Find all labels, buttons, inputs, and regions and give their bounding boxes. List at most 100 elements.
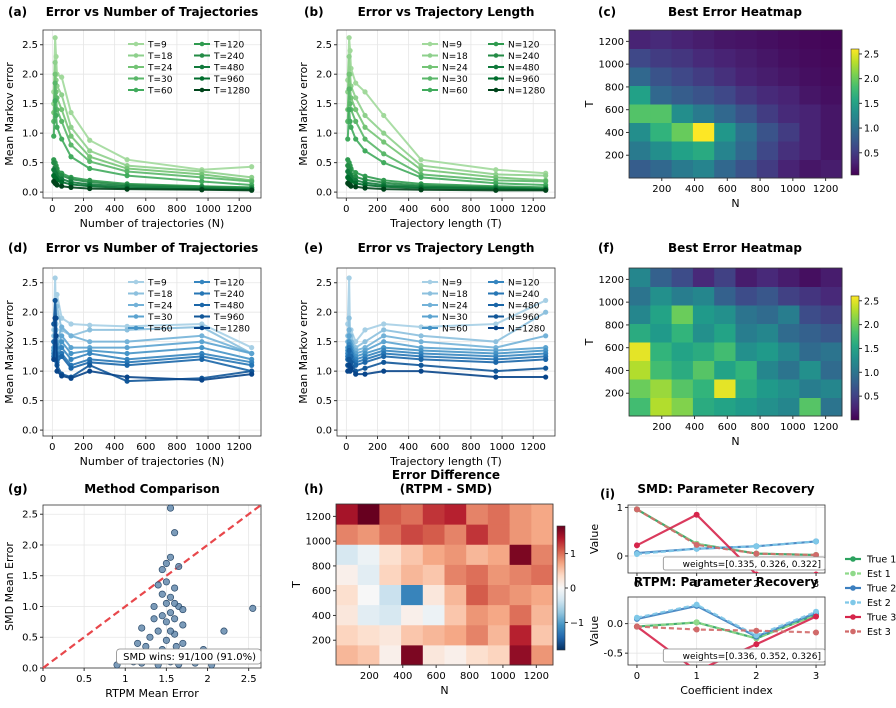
chart-c-cell (778, 67, 800, 86)
chart-c-cell (756, 85, 779, 105)
chart-c-cell (650, 159, 673, 179)
chart-a-legend-marker (199, 41, 205, 47)
chart-e-legend-marker (427, 325, 433, 331)
chart-d-panel-label: (d) (8, 241, 28, 255)
chart-d-legend-marker (199, 291, 205, 296)
chart-f-cell (671, 397, 694, 417)
chart-c-cell (735, 67, 758, 86)
chart-c-cell (756, 159, 779, 179)
chart-e-panel-label: (e) (304, 241, 323, 255)
chart-i2-xtick-label: 3 (813, 671, 819, 682)
chart-e-ytick-label: 1.5 (316, 337, 332, 348)
chart-i2-point (813, 608, 820, 615)
chart-d-series-line-8 (52, 300, 252, 383)
chart-h-cell (466, 524, 489, 545)
chart-c-cell (714, 30, 736, 49)
chart-d-point (52, 297, 58, 304)
chart-b-legend-label: N=240 (508, 52, 540, 62)
chart-h-cell (531, 564, 554, 585)
chart-e-point (381, 359, 387, 365)
chart-h-cell (336, 564, 359, 585)
chart-h-cell (336, 504, 359, 525)
chart-h-cell (509, 584, 532, 606)
chart-c-cell (799, 122, 822, 142)
chart-h-cell (531, 524, 554, 545)
chart-d-point (124, 339, 130, 345)
chart-e-legend-marker (493, 314, 499, 319)
chart-e-point (418, 368, 424, 374)
chart-b-xtick-label: 800 (461, 204, 480, 215)
chart-i2-series-line-3 (636, 603, 817, 637)
chart-e-ytick-label: 1.0 (316, 367, 332, 378)
chart-a-series-line-0 (52, 37, 252, 171)
chart-f-ytick-label: 200 (605, 389, 624, 400)
chart-c-cell (820, 48, 843, 68)
chart-g-xtick-label: 2 (204, 674, 210, 685)
chart-a-point (68, 109, 74, 116)
chart-g-point (179, 621, 187, 629)
chart-h-cell (444, 524, 467, 545)
chart-c-ytick-label: 1200 (599, 37, 624, 48)
chart-d-legend-marker (199, 325, 205, 331)
chart-b-point (493, 187, 499, 193)
chart-c-cell (820, 104, 843, 123)
shared-legend-marker (850, 570, 856, 577)
chart-a-point (52, 80, 58, 86)
chart-f-colorbar-label: 1.0 (864, 368, 879, 379)
chart-h-cell (531, 604, 554, 626)
chart-f-cell (692, 397, 715, 417)
chart-e-point (381, 333, 387, 339)
chart-d-point (87, 327, 93, 333)
chart-h-cell (357, 624, 380, 646)
chart-i2-point (753, 632, 760, 639)
chart-e-point (493, 359, 499, 365)
chart-g-ytick-label: 0.0 (22, 664, 38, 675)
chart-c-cell (756, 67, 779, 86)
chart-f-cell (692, 268, 715, 287)
chart-d-point (52, 315, 58, 321)
chart-c-cell (629, 141, 651, 160)
chart-h-cell (357, 564, 380, 585)
chart-i2-ytick-label: 0.0 (607, 619, 623, 630)
chart-a-ytick-label: 1.5 (22, 99, 38, 110)
chart-d-legend-label: T=30 (147, 313, 173, 323)
chart-f-cell (650, 268, 673, 287)
chart-f-cell (735, 360, 758, 380)
chart-b-xtick-label: 1200 (520, 204, 545, 215)
chart-f-cell (671, 268, 694, 287)
chart-b-legend-label: N=9 (442, 41, 462, 51)
chart-d-point (68, 356, 74, 362)
chart-d-point (68, 375, 74, 381)
chart-h-cell (422, 624, 445, 646)
chart-f-cell (799, 305, 822, 324)
chart-c-cell (756, 141, 779, 160)
chart-g-point (171, 599, 179, 607)
chart-d-point (68, 365, 74, 371)
chart-d-point (59, 373, 65, 379)
chart-h-cell (422, 524, 445, 545)
chart-a-point (68, 133, 74, 139)
chart-d-point (124, 350, 130, 357)
chart-d-point (199, 344, 205, 351)
chart-e-series-line-0 (346, 277, 547, 344)
chart-d-xlabel: Number of trajectories (N) (80, 455, 225, 468)
panel-i1: 0 1 2 3 0 1 weights=[0.335, 0.326, 0.322] SMD: … (588, 482, 826, 590)
chart-g-point (158, 566, 166, 574)
chart-f-cell (820, 342, 843, 361)
chart-e-point (493, 374, 499, 380)
chart-f-cell (756, 342, 779, 361)
chart-c-cell (671, 104, 694, 123)
chart-b-point (346, 35, 352, 41)
chart-a-legend-label: T=480 (213, 64, 244, 74)
chart-b-point (418, 157, 424, 163)
chart-f-cell (820, 397, 843, 417)
chart-h-cell (466, 624, 489, 646)
chart-f-panel-label: (f) (598, 241, 614, 255)
chart-g-xtick-label: 0.5 (76, 674, 92, 685)
chart-d-point (249, 362, 255, 368)
chart-g-point (166, 627, 175, 635)
chart-c-xtick-label: 600 (718, 184, 737, 195)
chart-b-series-line-1 (346, 56, 546, 177)
chart-f-cell (778, 360, 800, 380)
chart-h-cell (531, 584, 554, 606)
